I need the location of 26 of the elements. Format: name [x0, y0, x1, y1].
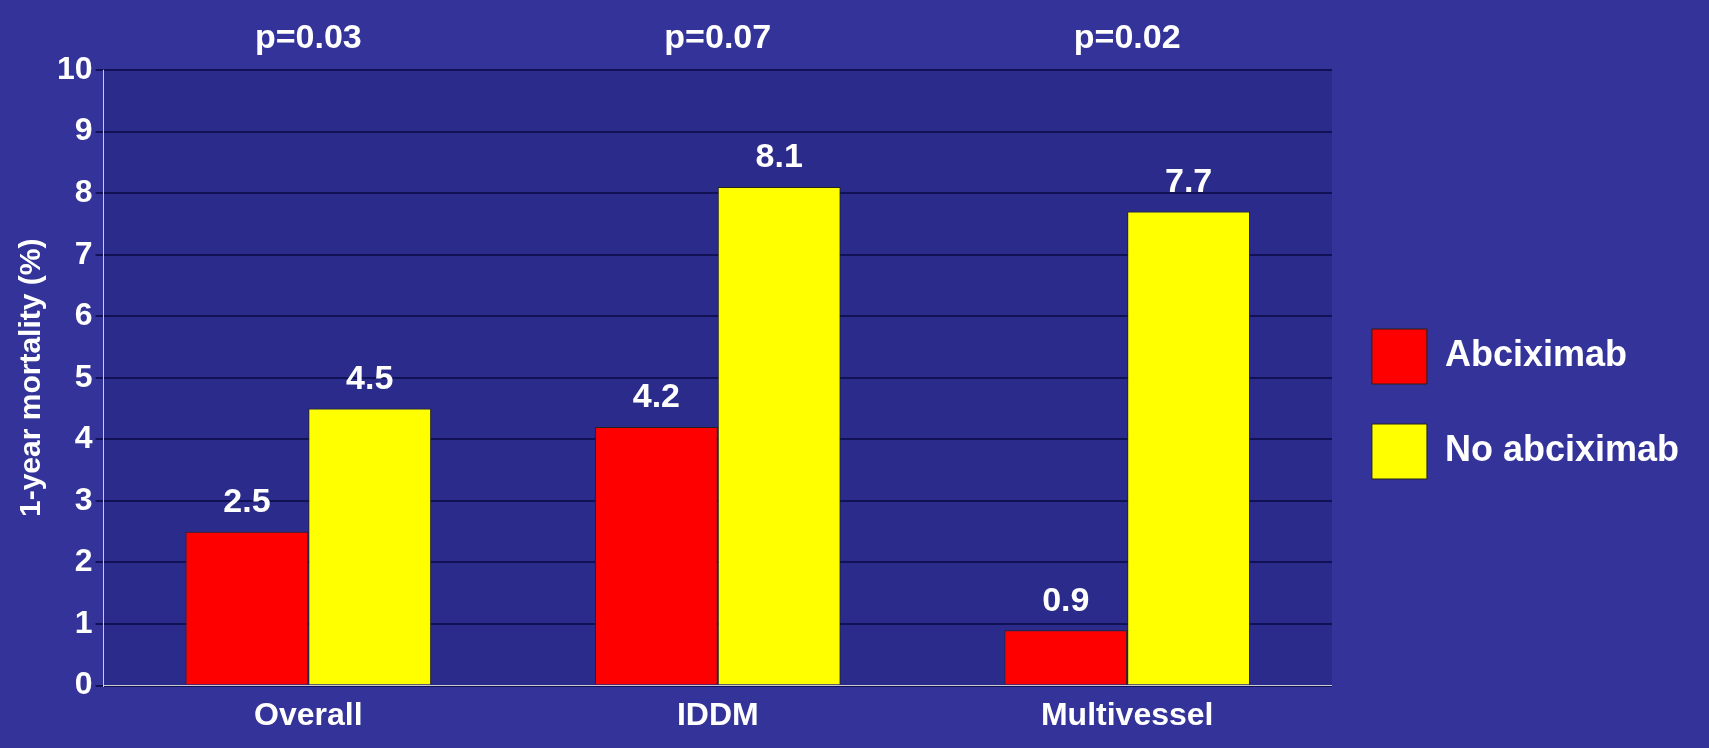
x-tick-label: Overall — [254, 695, 363, 732]
y-tick-label: 2 — [74, 542, 93, 579]
legend-label: Abciximab — [1444, 333, 1627, 375]
y-tick-label: 1 — [74, 603, 93, 640]
y-tick-label: 5 — [74, 357, 93, 394]
legend-label: No abciximab — [1444, 428, 1680, 470]
x-tick-label: Multivessel — [1040, 695, 1214, 732]
text: p=0.02 — [1073, 17, 1181, 56]
data-label: 8.1 — [755, 136, 803, 175]
y-axis-title: 1-year mortality (%) — [13, 238, 47, 518]
y-tick-label: 0 — [74, 665, 93, 702]
y-tick-label: 7 — [74, 234, 93, 271]
y-tick-label: 3 — [74, 480, 93, 517]
data-label: 2.5 — [223, 481, 271, 520]
text: p=0.07 — [664, 17, 772, 56]
data-label: 7.7 — [1164, 160, 1213, 199]
text: p=0.03 — [254, 17, 362, 56]
y-tick-label: 9 — [74, 111, 93, 148]
data-label: 0.9 — [1042, 579, 1090, 618]
data-label: 4.5 — [346, 357, 394, 396]
data-label: 4.2 — [632, 376, 680, 415]
x-tick-label: IDDM — [676, 695, 759, 732]
y-tick-label: 8 — [74, 172, 93, 209]
y-tick-label: 10 — [57, 49, 93, 86]
y-tick-label: 4 — [74, 419, 93, 456]
y-tick-label: 6 — [74, 296, 93, 333]
